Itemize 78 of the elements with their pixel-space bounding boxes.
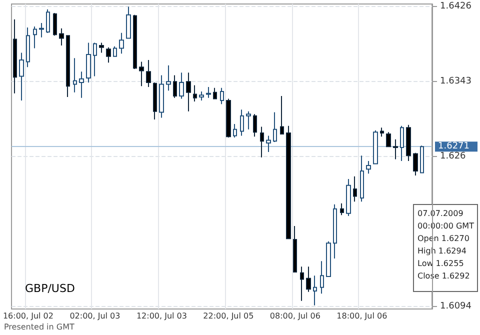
candlestick <box>280 96 284 134</box>
candlestick <box>33 26 37 49</box>
x-tick-label: 22:00, Jul 05 <box>203 312 254 320</box>
candlestick <box>246 110 251 130</box>
candlestick <box>226 98 231 138</box>
candlestick <box>406 124 411 162</box>
candlestick <box>366 160 371 174</box>
candlestick <box>179 72 184 100</box>
candlestick <box>240 109 244 136</box>
candlestick <box>113 46 117 57</box>
ref-line-label: 1.6271 <box>438 142 470 152</box>
candlestick <box>220 87 224 105</box>
candlestick <box>66 35 70 98</box>
candlestick <box>360 155 364 202</box>
candlestick <box>253 114 257 138</box>
candlestick <box>126 6 131 39</box>
candlestick <box>326 240 331 278</box>
candlestick <box>213 87 217 100</box>
candlestick <box>300 266 304 302</box>
x-tick-label: 02:00, Jul 03 <box>70 312 120 320</box>
candlestick <box>306 266 311 292</box>
annotation: 07.07.2009 <box>418 209 464 218</box>
text: Presented in GMT <box>4 322 74 332</box>
candlestick <box>273 112 277 143</box>
y-tick-label: 1.626 <box>440 152 466 162</box>
text: GBP/USD <box>25 282 75 295</box>
candlestick <box>420 145 424 174</box>
x-tick-label: 18:00, Jul 06 <box>336 312 388 320</box>
candlestick <box>93 42 97 77</box>
candlestick <box>293 225 297 273</box>
candlestick <box>260 126 264 158</box>
candlestick <box>53 12 57 36</box>
candlestick <box>106 46 111 64</box>
candlestick <box>313 275 317 306</box>
candlestick <box>346 178 351 217</box>
candlestick <box>386 132 391 148</box>
candlestick <box>353 176 357 202</box>
y-tick-label: 1.6343 <box>440 76 472 87</box>
candlestick <box>380 127 384 138</box>
candlestick <box>166 64 171 92</box>
candlestick <box>286 125 291 240</box>
candlestick <box>153 82 157 120</box>
candlestick <box>233 124 237 138</box>
candlestick <box>146 59 151 88</box>
y-tick-label: 1.6094 <box>440 301 472 312</box>
candlestick <box>119 32 124 54</box>
candlestick <box>340 202 344 216</box>
annotation: Close 1.6292 <box>418 272 470 280</box>
candlestick <box>320 260 324 294</box>
candlestick <box>99 42 104 54</box>
x-tick-label: 08:00, Jul 06 <box>270 312 320 320</box>
x-tick-label: 16:00, Jul 02 <box>2 312 54 320</box>
candlestick <box>173 74 177 98</box>
candlestick <box>73 58 77 93</box>
candlestick <box>86 42 91 84</box>
candlestick <box>413 152 418 176</box>
candlestick <box>373 130 378 164</box>
candlestick <box>400 125 404 162</box>
candlestick <box>19 52 24 102</box>
candlestick <box>199 91 204 102</box>
candlestick <box>46 8 50 34</box>
candlestick <box>133 14 137 70</box>
candlestick <box>186 72 191 112</box>
annotation: 00:00:00 GMT <box>418 222 474 230</box>
candlestick <box>266 135 271 152</box>
candlestick <box>333 204 337 259</box>
candlestick <box>39 22 44 38</box>
candlestick <box>79 71 84 98</box>
candlestick <box>59 28 64 46</box>
candlestick <box>206 86 211 98</box>
candlestick <box>139 61 144 87</box>
x-tick-label: 12:00, Jul 03 <box>136 312 187 320</box>
candlestick <box>193 84 197 102</box>
candlestick <box>13 18 17 94</box>
candlestick <box>26 26 30 68</box>
candlestick <box>159 74 164 118</box>
candlestick <box>393 138 398 160</box>
y-tick-label: 1.6426 <box>440 2 472 12</box>
